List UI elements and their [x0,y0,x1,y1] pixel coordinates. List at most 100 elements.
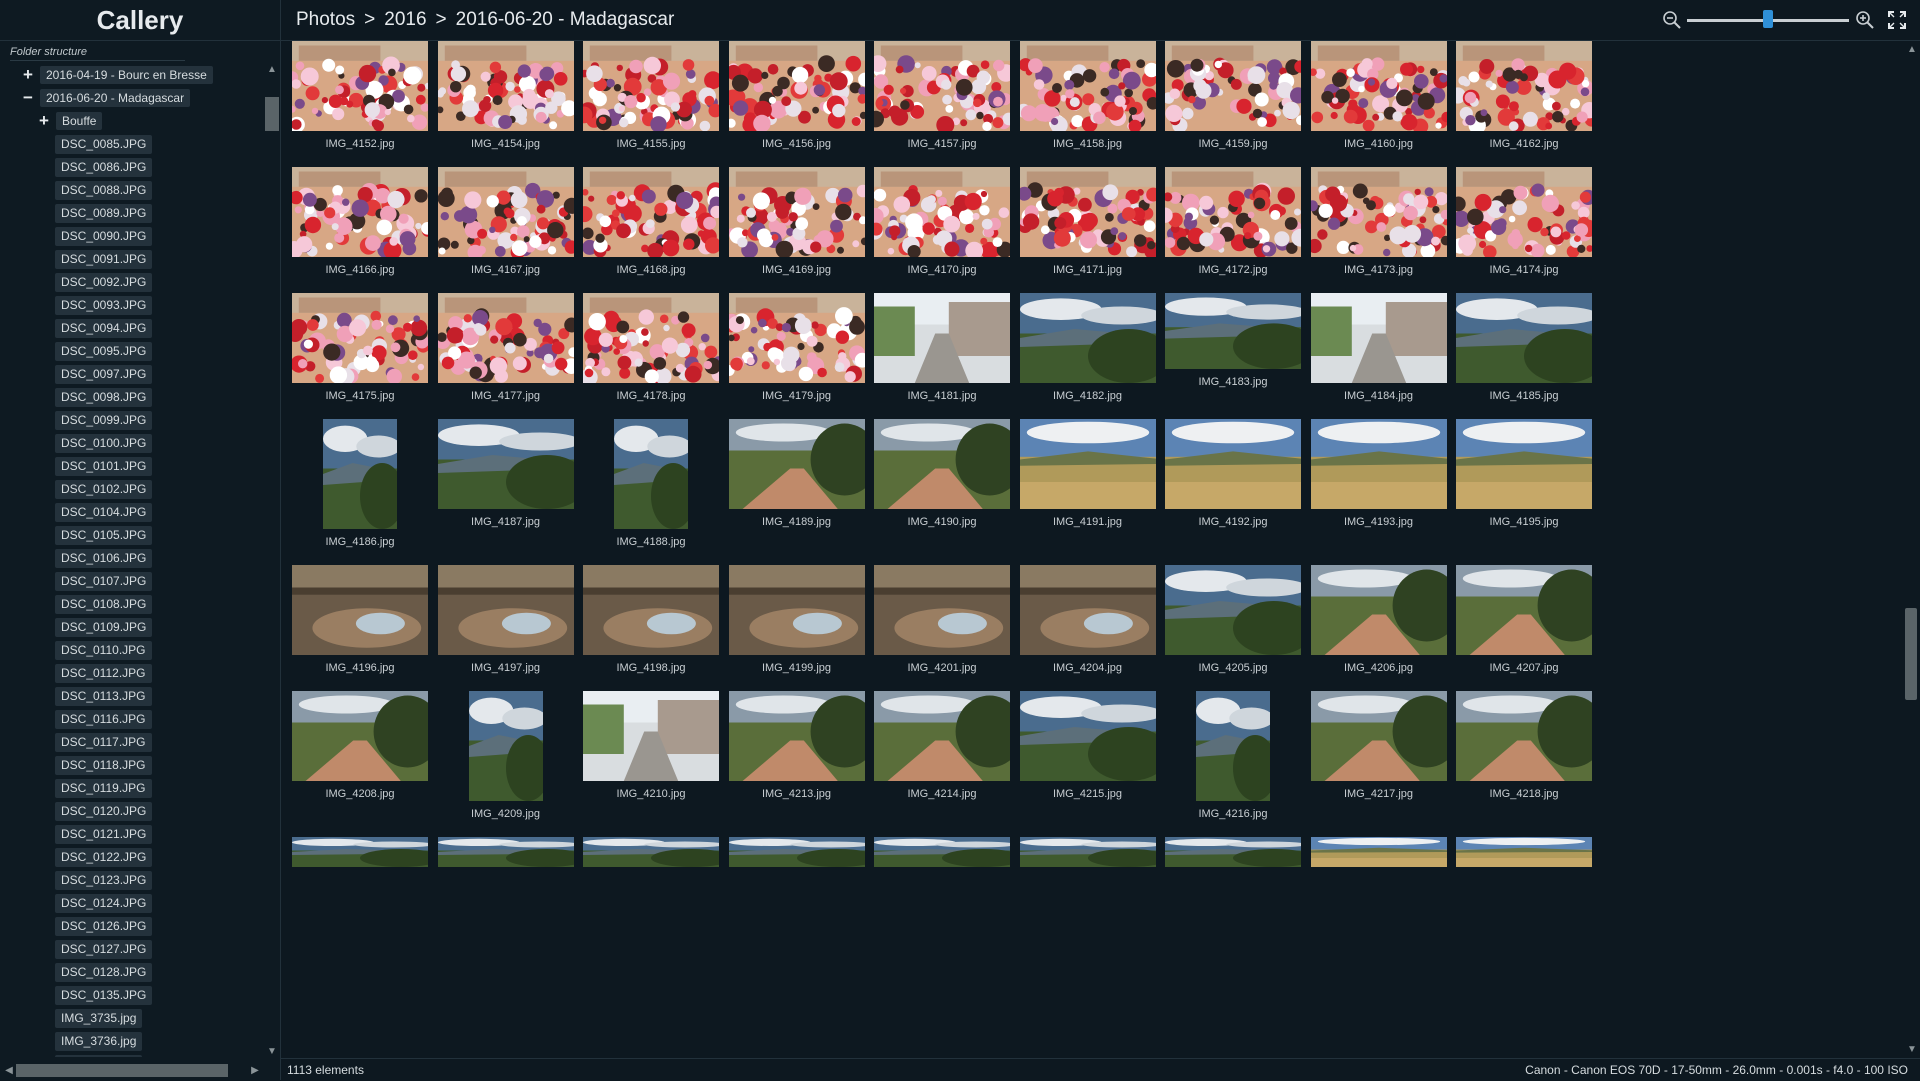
file-item[interactable]: DSC_0120.JPG [55,802,153,821]
file-item[interactable]: DSC_0102.JPG [55,480,153,499]
tree-scroll-down-icon[interactable]: ▼ [267,1046,277,1057]
file-item[interactable]: DSC_0123.JPG [55,871,153,890]
tree-scroll-left-icon[interactable]: ◀ [5,1065,13,1076]
photo-thumbnail[interactable] [1449,41,1599,134]
photo-thumbnail[interactable] [437,419,588,509]
photo-thumbnail[interactable] [1456,293,1606,383]
photo-thumbnail[interactable] [286,41,432,133]
file-item[interactable]: DSC_0097.JPG [55,365,153,384]
photo-thumbnail[interactable] [434,293,579,383]
photo-thumbnail[interactable] [1019,837,1170,867]
photo-thumbnail[interactable] [723,293,870,383]
breadcrumb-item-folder[interactable]: 2016-06-20 - Madagascar [455,9,675,30]
photo-thumbnail[interactable] [874,565,1010,655]
photo-thumbnail[interactable] [287,293,430,386]
fullscreen-icon[interactable] [1886,9,1908,31]
breadcrumb-item-year[interactable]: 2016 [384,9,427,30]
file-item[interactable]: DSC_0108.JPG [55,595,153,614]
photo-thumbnail[interactable] [292,691,442,781]
file-item[interactable]: DSC_0107.JPG [55,572,153,591]
photo-thumbnail[interactable] [1019,293,1170,383]
file-item[interactable]: DSC_0118.JPG [55,756,152,775]
photo-thumbnail[interactable] [580,293,726,387]
tree-scroll-up-icon[interactable]: ▲ [267,64,277,75]
photo-thumbnail[interactable] [1016,167,1162,260]
file-item[interactable]: DSC_0109.JPG [55,618,153,637]
file-item[interactable]: DSC_0119.JPG [55,779,152,798]
tree-scroll-right-icon[interactable]: ▶ [251,1065,259,1076]
expand-icon[interactable]: + [39,111,49,130]
zoom-in-icon[interactable] [1854,9,1876,31]
file-item[interactable]: DSC_0110.JPG [55,641,152,660]
file-item[interactable]: DSC_0100.JPG [55,434,153,453]
photo-thumbnail[interactable] [1157,167,1310,258]
file-item[interactable]: DSC_0127.JPG [55,940,153,959]
photo-thumbnail[interactable] [1310,837,1447,867]
photo-thumbnail[interactable] [1310,691,1461,781]
photo-thumbnail[interactable] [437,565,574,655]
folder-label[interactable]: 2016-06-20 - Madagascar [40,89,191,107]
photo-thumbnail[interactable] [724,41,872,133]
file-item[interactable]: DSC_0086.JPG [55,158,153,177]
photo-thumbnail[interactable] [1456,837,1592,867]
photo-thumbnail[interactable] [1308,41,1452,135]
photo-thumbnail[interactable] [437,837,588,867]
file-item[interactable]: DSC_0121.JPG [55,825,153,844]
file-item[interactable]: DSC_0135.JPG [55,986,153,1005]
file-item[interactable]: IMG_3736.jpg [55,1032,143,1051]
file-item[interactable]: DSC_0113.JPG [55,687,152,706]
file-item[interactable]: DSC_0091.JPG [55,250,153,269]
file-item[interactable]: DSC_0089.JPG [55,204,153,223]
file-item[interactable]: DSC_0106.JPG [55,549,153,568]
gallery-scrollbar-thumb[interactable] [1905,608,1917,700]
photo-thumbnail[interactable] [1019,565,1156,655]
gallery-scroll-down-icon[interactable]: ▼ [1907,1044,1917,1055]
file-item[interactable]: DSC_0101.JPG [55,457,153,476]
photo-thumbnail[interactable] [468,691,550,801]
file-item[interactable]: DSC_0092.JPG [55,273,153,292]
file-item[interactable]: IMG_3735.jpg [55,1009,143,1028]
photo-thumbnail[interactable] [728,691,879,781]
tree-scrollbar[interactable] [265,62,279,1057]
photo-thumbnail[interactable] [1016,41,1159,134]
photo-thumbnail[interactable] [583,837,733,867]
photo-thumbnail[interactable] [576,167,726,259]
file-item[interactable]: DSC_0085.JPG [55,135,153,154]
breadcrumb-item-photos[interactable]: Photos [296,9,356,30]
photo-thumbnail[interactable] [728,565,865,655]
photo-thumbnail[interactable] [583,565,719,655]
photo-thumbnail[interactable] [1310,293,1447,383]
photo-thumbnail[interactable] [726,167,869,259]
photo-thumbnail[interactable] [728,419,879,509]
folder-item[interactable]: + Bouffe [36,111,103,131]
photo-thumbnail[interactable] [874,691,1024,781]
photo-thumbnail[interactable] [292,837,442,867]
photo-thumbnail[interactable] [874,837,1024,867]
photo-thumbnail[interactable] [874,419,1024,509]
folder-item[interactable]: +2016-04-19 - Bourc en Bresse [20,65,213,85]
file-item[interactable]: DSC_0099.JPG [55,411,153,430]
photo-thumbnail[interactable] [575,41,723,133]
file-item[interactable]: DSC_0128.JPG [55,963,153,982]
photo-thumbnail[interactable] [1310,419,1447,509]
folder-label[interactable]: Bouffe [56,112,103,130]
file-item[interactable]: DSC_0126.JPG [55,917,153,936]
photo-thumbnail[interactable] [1019,419,1156,509]
photo-thumbnail[interactable] [1450,167,1598,259]
gallery-scroll-up-icon[interactable]: ▲ [1907,44,1917,55]
tree-scrollbar-thumb[interactable] [265,97,279,131]
photo-thumbnail[interactable] [865,167,1013,260]
photo-thumbnail[interactable] [1162,41,1307,133]
file-item[interactable]: DSC_0098.JPG [55,388,153,407]
zoom-out-icon[interactable] [1661,9,1683,31]
file-item[interactable]: DSC_0094.JPG [55,319,153,338]
folder-label[interactable]: 2016-04-19 - Bourc en Bresse [40,66,213,84]
file-item[interactable]: DSC_0104.JPG [55,503,153,522]
collapse-icon[interactable]: − [23,88,33,107]
file-item[interactable]: DSC_0122.JPG [55,848,153,867]
file-item[interactable]: IMG_3737.jpg [55,1055,143,1057]
gallery-scrollbar[interactable] [1902,41,1920,1058]
photo-thumbnail[interactable] [1019,691,1170,781]
file-item[interactable]: DSC_0090.JPG [55,227,153,246]
photo-thumbnail[interactable] [323,419,405,529]
